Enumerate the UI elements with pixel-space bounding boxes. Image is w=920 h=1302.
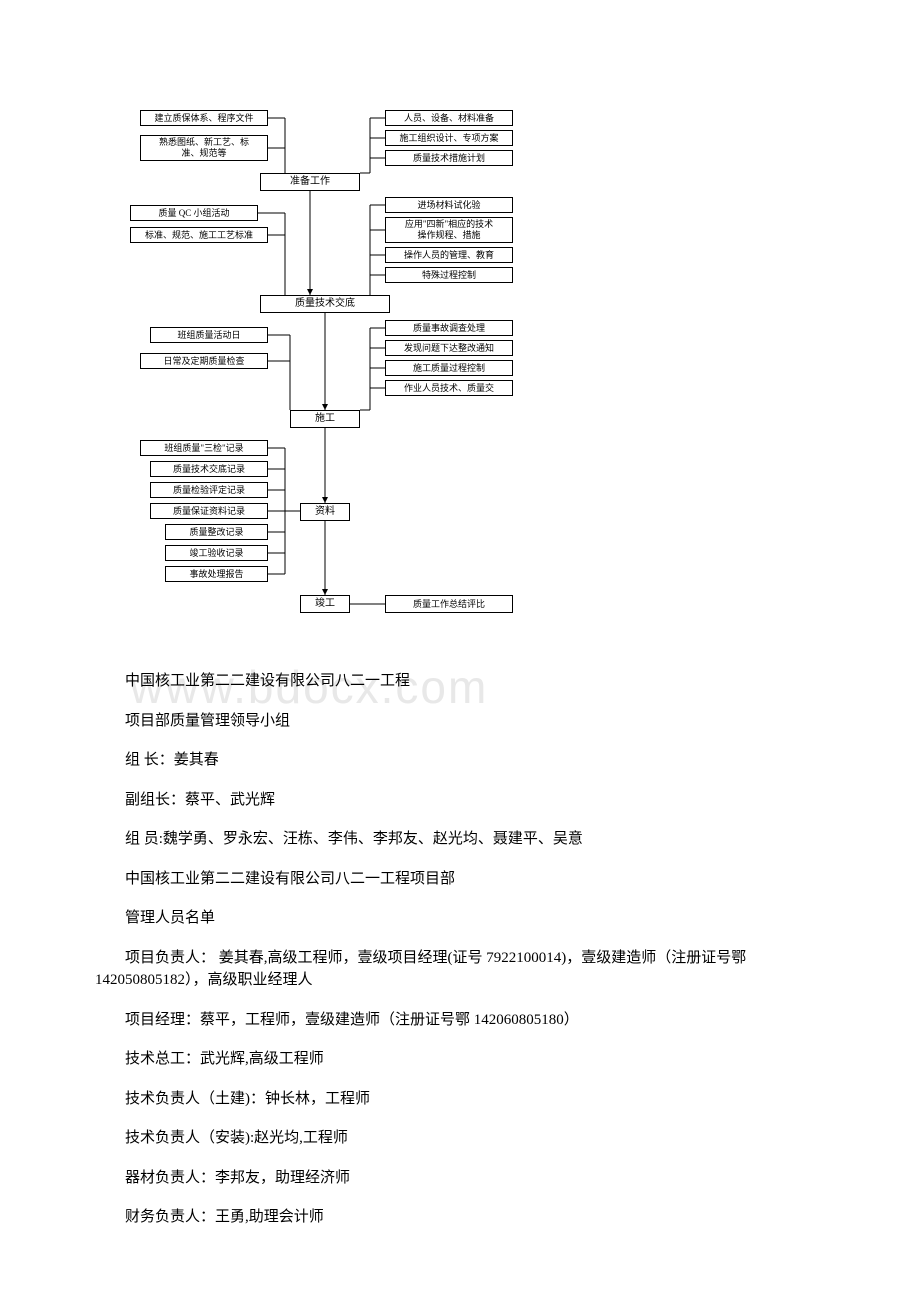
flow-box: 施工组织设计、专项方案 [385,130,513,146]
flow-main-box: 质量技术交底 [260,295,390,313]
paragraph: 财务负责人：王勇,助理会计师 [95,1206,840,1229]
flow-box: 质量保证资料记录 [150,503,268,519]
flow-box: 特殊过程控制 [385,267,513,283]
paragraph: 项目部质量管理领导小组 [95,710,840,733]
flow-box: 应用"四新"相应的技术操作规程、措施 [385,217,513,243]
flow-box: 班组质量活动日 [150,327,268,343]
flow-box: 班组质量"三检"记录 [140,440,268,456]
flow-box: 人员、设备、材料准备 [385,110,513,126]
paragraph: 组 长：姜其春 [95,749,840,772]
flow-main-box: 准备工作 [260,173,360,191]
paragraph: 组 员:魏学勇、罗永宏、汪栋、李伟、李邦友、赵光均、聂建平、吴意 [95,828,840,851]
flow-box: 标准、规范、施工工艺标准 [130,227,268,243]
flow-box: 质量工作总结评比 [385,595,513,613]
paragraph: 技术总工：武光辉,高级工程师 [95,1048,840,1071]
paragraph: 中国核工业第二二建设有限公司八二一工程 [95,670,840,693]
flow-box: 质量技术措施计划 [385,150,513,166]
paragraph: 技术负责人（安装):赵光均,工程师 [95,1127,840,1150]
flow-box: 质量事故调查处理 [385,320,513,336]
paragraph: 器材负责人：李邦友，助理经济师 [95,1167,840,1190]
flowchart-diagram: 建立质保体系、程序文件 熟悉图纸、新工艺、标准、规范等 人员、设备、材料准备 施… [125,105,665,635]
flow-main-box: 施工 [290,410,360,428]
flow-box: 质量检验评定记录 [150,482,268,498]
flow-box: 日常及定期质量检查 [140,353,268,369]
paragraph: 副组长：蔡平、武光辉 [95,789,840,812]
flow-box: 质量 QC 小组活动 [130,205,258,221]
flow-box: 建立质保体系、程序文件 [140,110,268,126]
flow-box: 质量整改记录 [165,524,268,540]
paragraph: 项目负责人： 姜其春,高级工程师，壹级项目经理(证号 7922100014)，壹… [95,947,840,992]
flow-box: 质量技术交底记录 [150,461,268,477]
paragraph: 管理人员名单 [95,907,840,930]
flow-box: 发现问题下达整改通知 [385,340,513,356]
flow-main-box: 竣工 [300,595,350,613]
flow-box: 作业人员技术、质量交 [385,380,513,396]
document-body-text: 中国核工业第二二建设有限公司八二一工程 项目部质量管理领导小组 组 长：姜其春 … [95,670,840,1246]
flow-box: 进场材料试化验 [385,197,513,213]
flow-box: 竣工验收记录 [165,545,268,561]
flow-box: 施工质量过程控制 [385,360,513,376]
flow-box: 熟悉图纸、新工艺、标准、规范等 [140,135,268,161]
flow-box: 操作人员的管理、教育 [385,247,513,263]
flow-main-box: 资料 [300,503,350,521]
flow-box: 事故处理报告 [165,566,268,582]
paragraph: 中国核工业第二二建设有限公司八二一工程项目部 [95,868,840,891]
paragraph: 技术负责人（土建)：钟长林，工程师 [95,1088,840,1111]
paragraph: 项目经理：蔡平，工程师，壹级建造师（注册证号鄂 142060805180） [95,1009,840,1032]
